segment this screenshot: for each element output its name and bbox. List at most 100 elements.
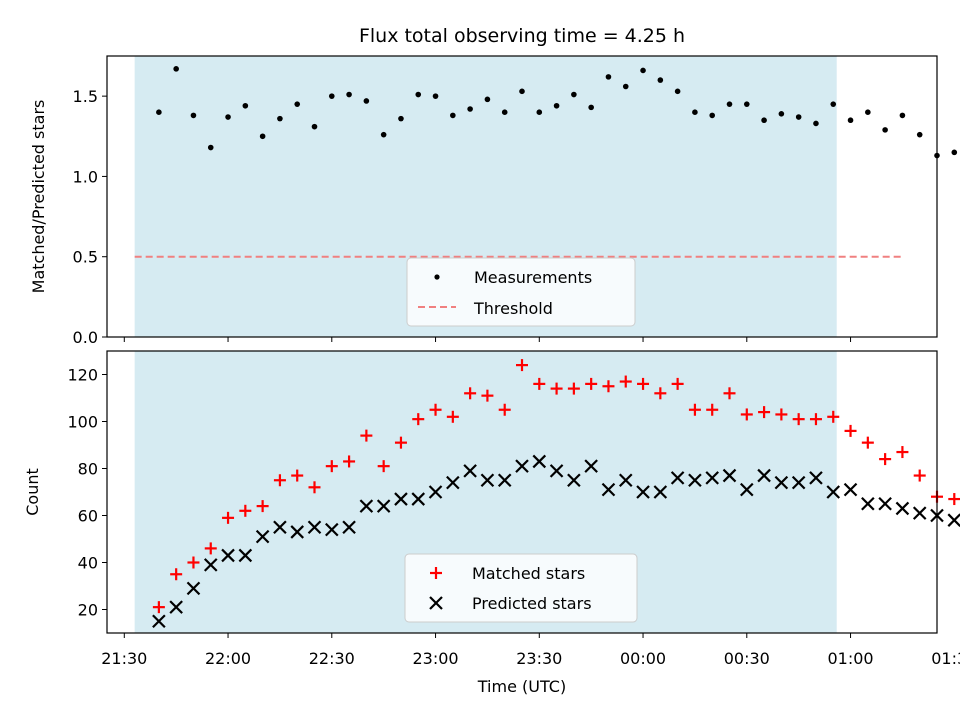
matched-star-marker — [602, 380, 615, 393]
matched-star-marker — [585, 377, 598, 390]
bottom-y-ticks: 20 40 60 80 100 120 — [67, 366, 107, 620]
y-tick-label: 120 — [67, 366, 98, 385]
predicted-star-marker — [480, 473, 495, 488]
predicted-star-marker — [342, 520, 356, 535]
predicted-star-marker — [290, 525, 304, 539]
matched-star-marker — [723, 387, 736, 400]
measurement-point — [605, 74, 612, 80]
measurement-point — [363, 98, 370, 104]
y-tick-label: 40 — [78, 554, 98, 573]
measurement-point — [484, 96, 491, 103]
legend-predicted-marker — [429, 596, 443, 610]
x-tick-label: 22:30 — [309, 649, 355, 668]
legend-matched-marker — [430, 567, 442, 579]
top-panel: 0.0 0.5 1.0 1.5 Matched/Predicted stars Mea… — [29, 55, 958, 347]
predicted-star-marker — [221, 548, 235, 563]
matched-star-marker — [481, 389, 494, 402]
matched-star-marker — [360, 429, 373, 442]
y-tick-label: 60 — [78, 507, 98, 526]
matched-star-marker — [343, 455, 356, 468]
matched-star-marker — [792, 413, 805, 426]
matched-star-marker — [637, 377, 650, 390]
matched-star-marker — [498, 403, 511, 416]
matched-star-marker — [412, 413, 425, 426]
predicted-star-marker — [186, 581, 201, 596]
x-tick-label: 00:00 — [620, 649, 666, 668]
measurement-point — [916, 131, 923, 138]
measurement-point — [640, 67, 646, 74]
matched-star-marker — [325, 460, 338, 473]
matched-star-marker — [706, 403, 719, 416]
bottom-axes-frame — [106, 350, 938, 634]
measurement-point — [450, 112, 456, 119]
matched-star-marker — [827, 410, 840, 423]
measurement-point — [536, 109, 543, 115]
top-x-ticks — [123, 337, 852, 342]
x-tick-label: 21:30 — [101, 649, 147, 668]
predicted-star-marker — [757, 468, 771, 483]
matched-star-marker — [308, 481, 321, 494]
matched-star-marker — [394, 436, 407, 449]
predicted-star-marker — [203, 558, 218, 572]
predicted-star-marker — [947, 513, 960, 527]
measurement-point — [657, 77, 664, 83]
matched-star-marker — [619, 375, 632, 388]
predicted-star-marker — [809, 471, 823, 485]
predicted-star-marker — [428, 485, 443, 499]
predicted-star-marker — [376, 499, 391, 513]
bottom-y-axis-label: Count — [23, 468, 42, 516]
predicted-star-marker — [169, 600, 183, 614]
chart-title: Flux total observing time = 4.25 h — [359, 25, 685, 47]
predicted-star-marker — [515, 459, 529, 473]
measurement-point — [951, 149, 958, 156]
matched-star-marker — [861, 436, 874, 449]
measurement-point — [173, 66, 179, 72]
predicted-star-marker — [446, 475, 460, 490]
measurement-point — [190, 112, 197, 119]
matched-star-marker — [550, 382, 563, 395]
predicted-star-marker — [843, 482, 858, 497]
predicted-star-marker — [895, 501, 910, 516]
measurement-point — [830, 101, 837, 107]
x-tick-label: 01:00 — [827, 649, 873, 668]
measurement-point — [692, 109, 698, 115]
matched-star-marker — [256, 500, 269, 513]
y-tick-label: 100 — [67, 413, 98, 432]
predicted-star-marker — [238, 548, 253, 563]
measurement-points — [156, 66, 958, 159]
measurement-point — [519, 88, 525, 95]
measurement-point — [277, 115, 283, 122]
matched-star-marker — [170, 568, 183, 581]
matched-star-marker — [291, 469, 304, 482]
predicted-star-marker — [497, 473, 512, 488]
predicted-star-marker — [618, 473, 633, 488]
y-tick-label: 0.5 — [73, 248, 98, 267]
predicted-star-marker — [688, 473, 702, 488]
matched-star-marker — [948, 493, 960, 506]
bottom-legend: Matched stars Predicted stars — [404, 553, 638, 623]
predicted-star-marker — [861, 496, 875, 511]
matched-star-marker — [429, 403, 442, 416]
measurement-point — [467, 106, 473, 112]
measurement-point — [622, 83, 629, 90]
matched-star-marker — [516, 359, 528, 372]
predicted-star-marker — [307, 520, 322, 535]
matched-star-marker — [464, 387, 477, 400]
matched-star-marker — [239, 504, 252, 517]
predicted-star-marker — [705, 471, 719, 485]
predicted-star-marker — [463, 464, 477, 478]
predicted-star-marker — [670, 471, 685, 485]
matched-star-marker — [671, 377, 684, 390]
measurement-point — [207, 144, 214, 151]
measurement-point — [588, 104, 594, 111]
measurement-point — [761, 117, 767, 124]
measurement-point — [294, 101, 301, 107]
x-tick-label: 22:00 — [205, 649, 251, 668]
matched-star-marker — [740, 408, 753, 421]
top-axes-frame — [106, 55, 938, 338]
measurement-point — [432, 93, 439, 99]
matched-star-marker — [204, 542, 217, 555]
matched-star-marker — [879, 453, 892, 466]
matched-stars-points — [152, 359, 960, 614]
